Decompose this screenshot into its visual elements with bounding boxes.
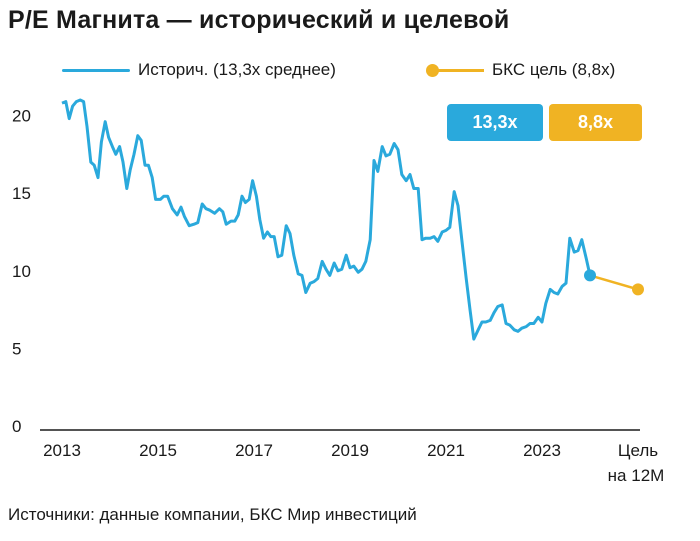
x-tick-label: 2017 <box>235 441 273 460</box>
y-tick-label: 15 <box>12 184 31 203</box>
legend-target-dot-icon <box>426 63 484 77</box>
historic-end-marker <box>584 269 596 282</box>
legend-target: БКС цель (8,8x) <box>426 60 616 80</box>
badge-historic: 13,3x <box>447 104 543 141</box>
source-note: Источники: данные компании, БКС Мир инве… <box>8 505 417 524</box>
x-axis: 2013 2015 2017 2019 2021 2023 Цель на 12M <box>43 441 664 485</box>
y-tick-label: 5 <box>12 339 21 358</box>
legend-target-label: БКС цель (8,8x) <box>492 60 616 79</box>
x-tick-label: 2023 <box>523 441 561 460</box>
badge-target: 8,8x <box>549 104 642 141</box>
legend-historic-line-icon <box>62 68 130 72</box>
y-tick-label: 0 <box>12 417 21 436</box>
legend-historic: Историч. (13,3x среднее) <box>62 60 336 80</box>
target-marker <box>632 283 644 296</box>
x-tick-label: 2021 <box>427 441 465 460</box>
x-tick-target-line2: на 12M <box>608 466 665 485</box>
x-tick-target-line1: Цель <box>618 441 658 460</box>
y-axis: 0 5 10 15 20 <box>12 107 31 436</box>
x-tick-label: 2013 <box>43 441 81 460</box>
series-historic-line <box>61 98 592 341</box>
y-tick-label: 20 <box>12 107 31 126</box>
legend-historic-label: Историч. (13,3x среднее) <box>138 60 336 79</box>
y-tick-label: 10 <box>12 262 31 281</box>
chart-title: P/E Магнита — исторический и целевой <box>8 6 510 34</box>
x-tick-label: 2015 <box>139 441 177 460</box>
x-tick-label: 2019 <box>331 441 369 460</box>
pe-line-chart: 0 5 10 15 20 2013 2015 2017 2019 2021 2023 Цель на … <box>12 98 664 485</box>
series-target-line <box>589 274 639 291</box>
